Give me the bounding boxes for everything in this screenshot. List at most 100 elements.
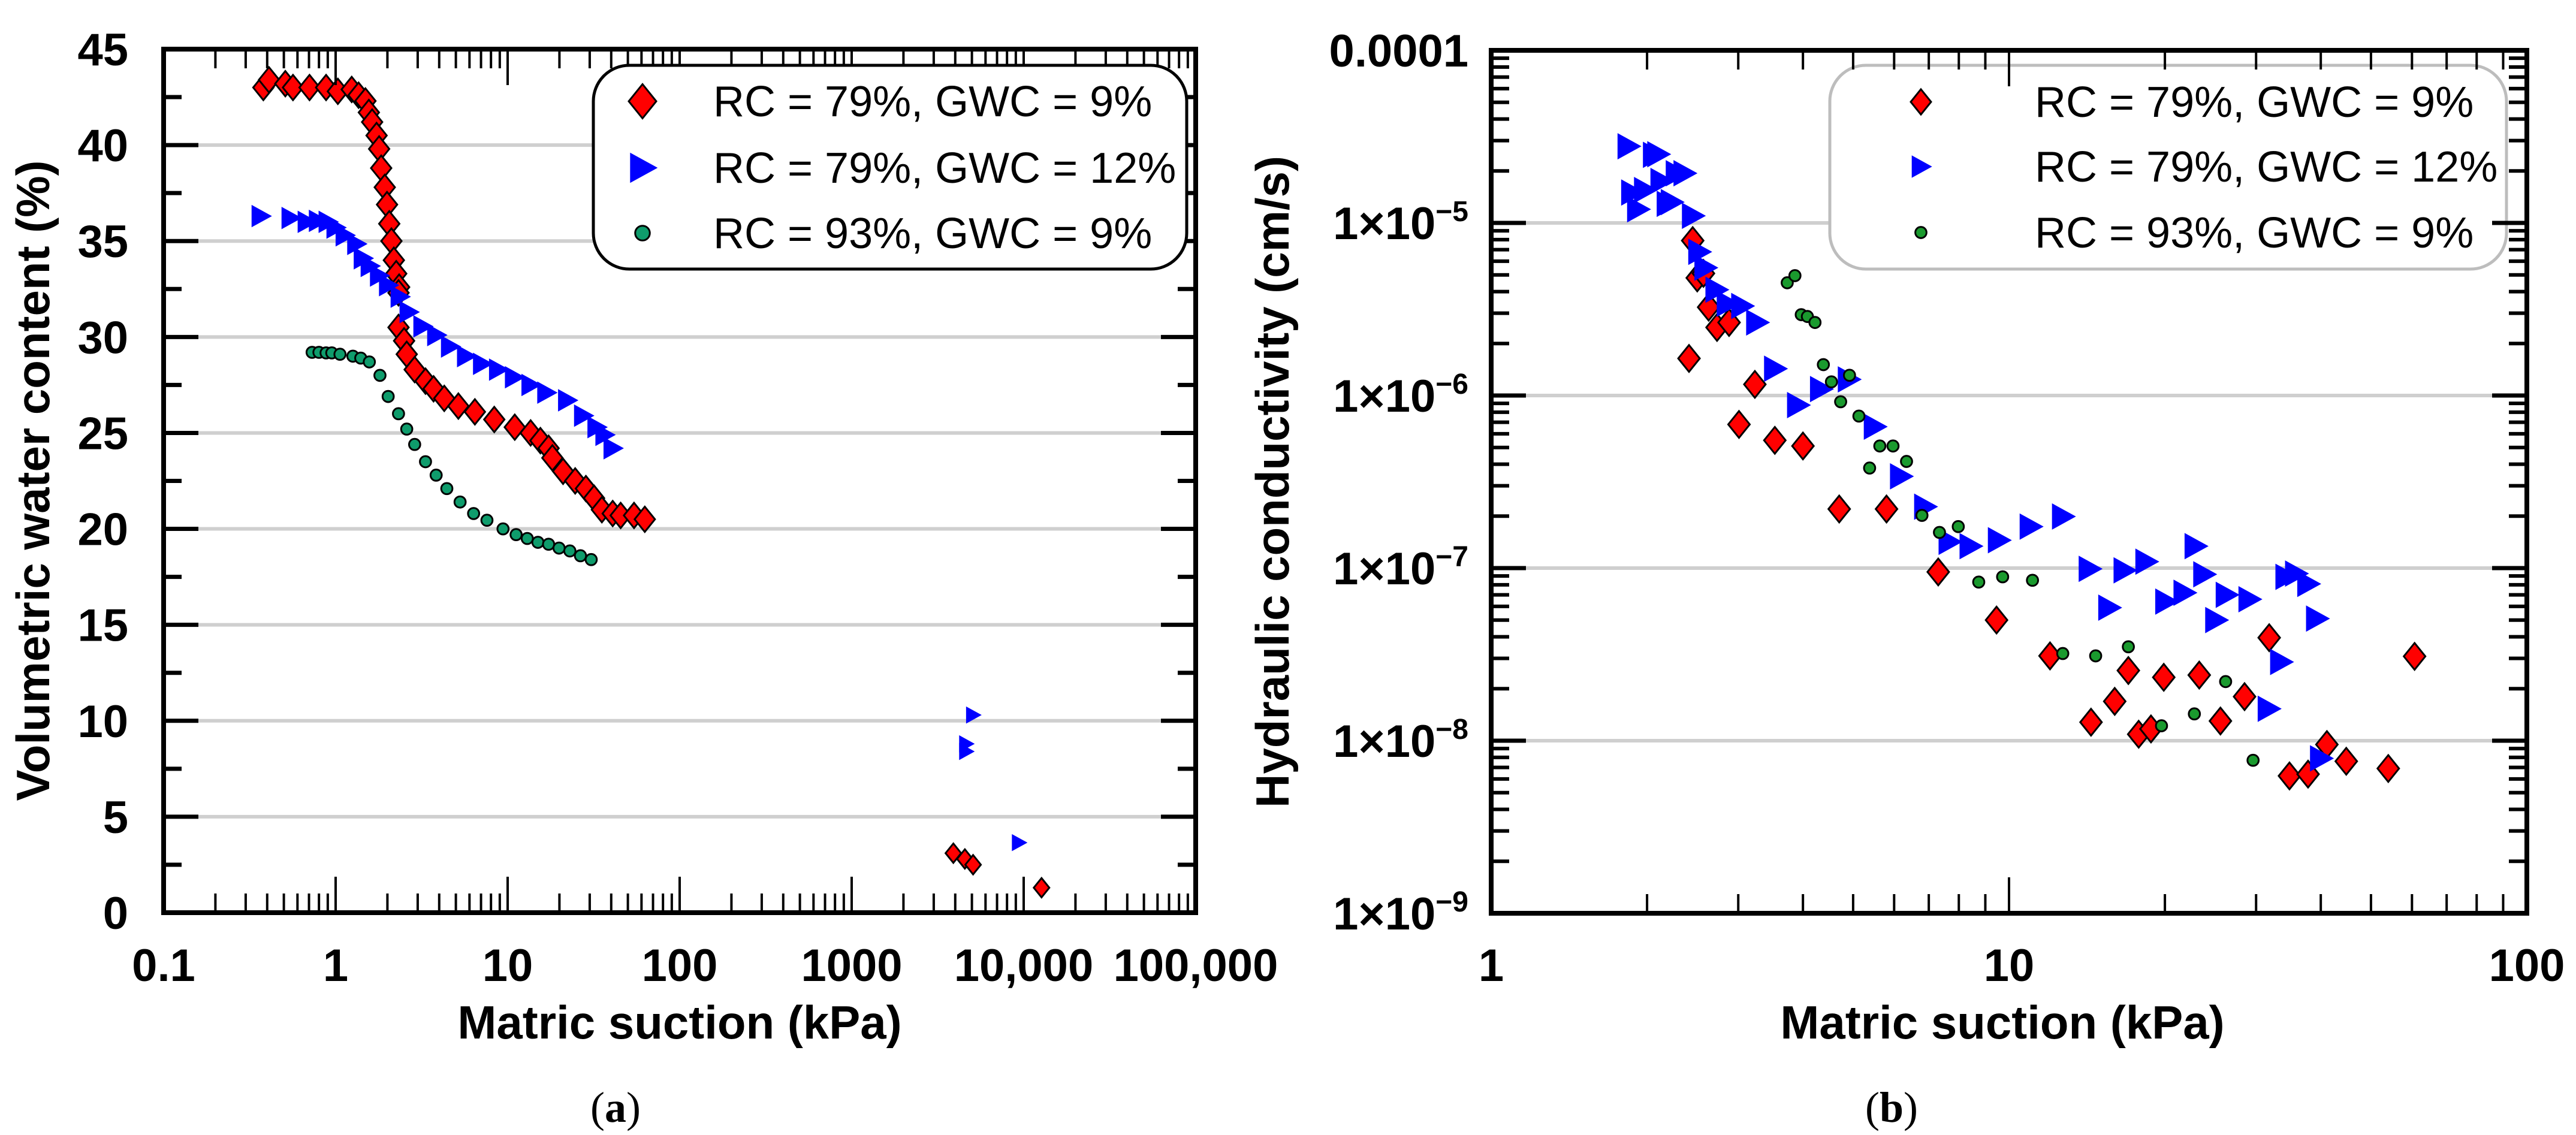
data-point [403,355,426,384]
data-point [1694,254,1719,281]
data-point [1634,177,1658,204]
data-point [2270,648,2294,675]
data-point [1781,276,1794,289]
data-point [429,469,443,482]
y-tick-label: 15 [77,600,128,651]
data-point [370,154,393,183]
y-tick-label-exponent: −9 [1435,886,1468,918]
series-3 [1781,269,2260,767]
data-point [281,207,302,230]
data-point [257,65,280,94]
data-point [298,73,321,102]
legend-label-series-2: RC = 79%, GWC = 12% [2035,143,2497,191]
data-point [1873,439,1887,453]
data-point [2277,761,2301,791]
data-point [964,853,982,876]
x-axis-title: Matric suction (kPa) [1780,996,2224,1049]
data-point [281,73,304,102]
caption-a: (a) [590,1083,641,1131]
data-point [1660,189,1685,216]
data-point [1787,391,1811,418]
series-1 [252,65,1051,899]
data-point [2205,606,2230,633]
data-point [1791,431,1815,461]
data-point [2184,533,2209,560]
data-point [1852,409,1866,423]
data-point [2155,588,2179,615]
data-point [1827,494,1851,524]
data-point [1012,834,1028,852]
legend-label-series-1: RC = 79%, GWC = 9% [2035,79,2474,126]
x-tick-label: 10 [482,940,533,991]
data-point [347,233,368,255]
data-point [2079,707,2103,737]
y-tick-label-base: 1×10 [1333,371,1435,422]
data-point [1874,494,1899,524]
y-tick-label: 1×10−5 [1333,196,1468,249]
data-point [505,366,526,389]
data-point [467,507,481,520]
data-point [2187,660,2212,690]
data-point [373,369,387,382]
caption-b: (b) [1865,1083,1918,1131]
y-tick-label: 10 [77,696,128,747]
data-point [463,397,487,426]
data-point [1682,203,1706,230]
data-point [381,390,395,403]
data-point [574,404,595,427]
data-point [1650,168,1675,195]
data-point [1926,557,1950,587]
data-point [2219,675,2233,689]
data-point [1886,439,1900,453]
y-tick-label-base: 1×10 [1333,198,1435,249]
legend-marker-series-2 [1911,155,1932,178]
panel-b-hydraulic-conductivity-chart: RC = 79%, GWC = 9% RC = 79%, GWC = 12% R… [1246,26,2565,1131]
legend-marker-series-3 [634,225,651,242]
y-tick-label: 1×10−8 [1333,714,1468,767]
data-point [1996,570,2010,584]
data-point [2188,707,2201,721]
data-point [427,324,448,346]
y-tick-label: 0.0001 [1329,26,1468,77]
legend-label-series-2: RC = 79%, GWC = 12% [713,144,1176,192]
data-point [1647,141,1672,168]
legend-marker-series-1 [628,83,657,120]
data-point [1809,376,1834,403]
data-point [2052,503,2076,530]
data-point [552,541,566,555]
y-tick-label: 1×10−9 [1333,886,1468,940]
legend-label-series-1: RC = 79%, GWC = 9% [713,78,1152,126]
data-point [496,522,510,536]
y-tick-label: 1×10−7 [1333,541,1468,594]
data-point [1863,461,1877,475]
y-tick-label-base: 0.0001 [1329,26,1468,77]
y-tick-label: 35 [77,216,128,267]
data-point [1863,413,1888,440]
data-point [2297,570,2321,597]
data-point [1987,527,2012,554]
data-point [551,457,575,485]
data-point [520,532,534,545]
data-point [335,224,356,247]
x-tick-label: 10 [1984,940,2035,991]
data-point [2306,605,2330,632]
data-point [1972,575,1986,589]
data-point [2019,513,2044,540]
data-point [1933,526,1946,539]
data-point [2257,695,2282,722]
data-point [400,422,414,436]
data-point [419,455,432,469]
data-point [603,437,624,460]
data-point [1824,375,1838,389]
data-point [1764,355,1788,382]
legend-box [1828,64,2508,271]
panel-a-water-retention-chart: 0 5 10 15 20 25 30 35 40 45 0.1 1 10 100 1000 10,000 100… [7,25,1278,1131]
data-point [2116,656,2141,686]
x-tick-label: 10,000 [954,940,1093,991]
data-point [521,373,542,397]
data-point [537,381,558,404]
y-tick-label: 20 [77,505,128,556]
data-points [1617,133,2427,791]
axes [161,47,1198,915]
data-point [379,274,400,297]
